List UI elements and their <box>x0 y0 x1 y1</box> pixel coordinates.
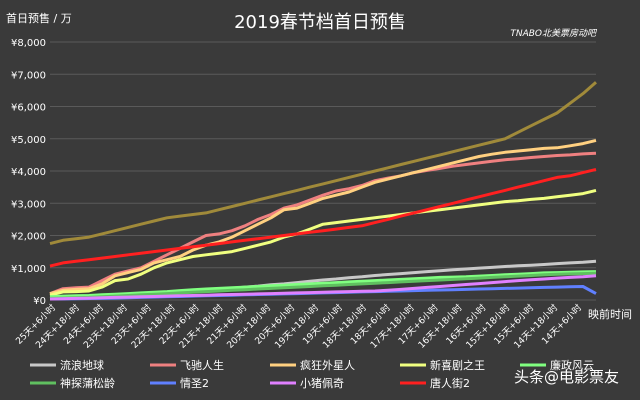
watermark: 头条@电影票友 <box>514 368 620 386</box>
grid <box>50 41 596 301</box>
legend-label: 新喜剧之王 <box>430 358 485 372</box>
series-line <box>49 270 597 299</box>
series-line <box>49 81 597 246</box>
series-line <box>49 138 597 296</box>
series-line <box>49 188 597 297</box>
y-tick-label: ¥5,000 <box>11 135 46 146</box>
x-ticks: 25天+6小时24天+18小时24天+6小时23天+18小时23天+6小时22天… <box>13 302 584 351</box>
y-tick-label: ¥7,000 <box>11 70 46 81</box>
watermark-label: TNABO北美票房动吧 <box>510 28 598 39</box>
y-tick-label: ¥1,000 <box>11 264 46 275</box>
y-tick-label: ¥2,000 <box>11 232 46 243</box>
chart-title: 2019春节档首日预售 <box>234 12 406 33</box>
legend-label: 情圣2 <box>180 377 209 390</box>
y-tick-label: ¥6,000 <box>11 103 46 114</box>
y-ticks: ¥0 ¥1,000 ¥2,000 ¥3,000 ¥4,000 ¥5,000 ¥6,000 ¥7… <box>11 38 46 307</box>
legend-label: 小猪佩奇 <box>300 376 344 390</box>
series-lines <box>49 81 597 301</box>
legend-label: 流浪地球 <box>60 358 104 372</box>
y-tick-label: ¥8,000 <box>11 38 46 49</box>
y-tick-label: ¥0 <box>33 296 46 307</box>
legend-label: 神探蒲松龄 <box>60 376 115 390</box>
legend-label: 唐人街2 <box>430 376 470 390</box>
y-tick-label: ¥3,000 <box>11 199 46 210</box>
y-tick-label: ¥4,000 <box>11 167 46 178</box>
y-axis-label: 首日预售 / 万 <box>6 11 72 25</box>
series-line <box>49 274 597 301</box>
legend-label: 廉政风云 <box>550 358 594 372</box>
series-line <box>49 271 597 300</box>
series-line <box>49 167 597 268</box>
legend-label: 飞驰人生 <box>180 358 224 372</box>
legend-label: 疯狂外星人 <box>300 358 355 372</box>
x-axis-label: 映前时间 <box>588 307 632 321</box>
